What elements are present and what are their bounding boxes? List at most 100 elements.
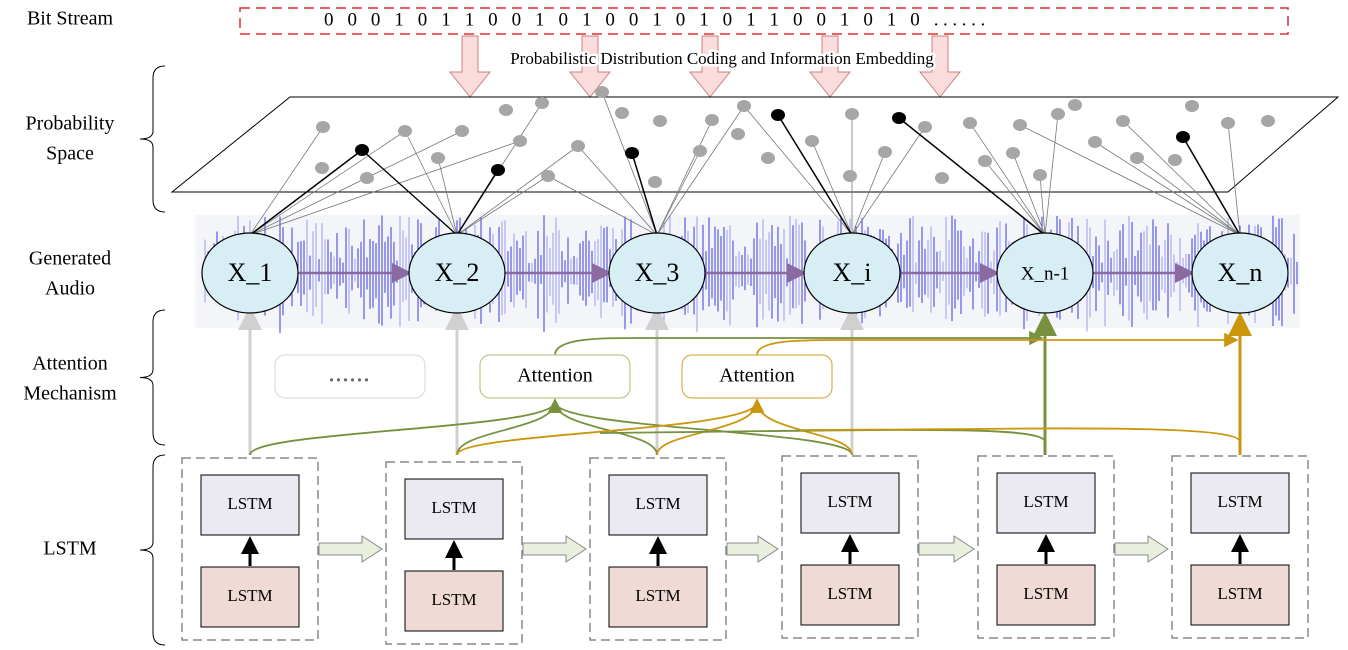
dot xyxy=(805,135,819,147)
link xyxy=(969,122,1046,236)
dot xyxy=(1006,147,1020,159)
embedding-arrows xyxy=(448,35,962,98)
block-arrow xyxy=(1114,535,1169,563)
dot-links xyxy=(249,91,1241,236)
dot-selected xyxy=(355,144,369,156)
dot xyxy=(761,152,775,164)
lstm-bottom xyxy=(608,566,708,628)
link xyxy=(1019,124,1241,236)
row-labels: Bit Stream Probability Space Generated Audio… xyxy=(23,8,166,646)
block-arrow xyxy=(918,535,975,563)
dot xyxy=(1261,115,1275,127)
dot xyxy=(978,155,992,167)
gold-curve xyxy=(756,332,1239,356)
link xyxy=(811,140,853,236)
node xyxy=(803,232,901,314)
row-label: Bit Stream xyxy=(27,8,114,30)
link xyxy=(984,160,1046,236)
dot xyxy=(398,125,412,137)
link xyxy=(656,105,745,236)
lstm-group xyxy=(977,455,1115,639)
link-strong xyxy=(456,169,499,236)
lstm-top xyxy=(1190,472,1290,534)
link xyxy=(437,157,458,236)
lstm-group xyxy=(385,461,523,645)
dot xyxy=(737,100,751,112)
link xyxy=(656,150,701,236)
lstm-label: LSTM xyxy=(1023,584,1068,603)
brace xyxy=(139,309,166,446)
attention-label: ...... xyxy=(329,365,371,387)
bit-stream-box xyxy=(239,7,1289,35)
dot xyxy=(535,97,549,109)
row-label: LSTM xyxy=(43,538,97,560)
dot-selected xyxy=(771,109,785,121)
dot xyxy=(1168,154,1182,166)
node-label: X_i xyxy=(833,258,872,287)
lstm-label: LSTM xyxy=(827,584,872,603)
lstm-label: LSTM xyxy=(827,492,872,511)
link xyxy=(456,175,549,236)
link xyxy=(547,175,658,236)
link xyxy=(743,105,853,236)
row-label: Attention xyxy=(32,353,108,375)
node xyxy=(201,232,299,314)
dot xyxy=(843,170,857,182)
lstm-label: LSTM xyxy=(635,586,680,605)
dot xyxy=(731,128,745,140)
attention-label: Attention xyxy=(719,365,795,387)
link xyxy=(249,130,406,236)
lstm-bottom xyxy=(200,566,300,628)
lstm-top xyxy=(200,474,300,536)
dot xyxy=(1130,152,1144,164)
dot xyxy=(315,162,329,174)
olive-curve xyxy=(554,330,1044,356)
node-label: X_2 xyxy=(435,258,480,287)
link-strong xyxy=(1182,136,1241,236)
lstm-top xyxy=(404,478,504,540)
brace xyxy=(139,65,166,213)
block-arrow xyxy=(522,535,587,563)
dot xyxy=(1068,99,1082,111)
lstm-label: LSTM xyxy=(635,494,680,513)
lstm-group xyxy=(1171,455,1309,639)
link-strong xyxy=(777,114,853,236)
gold-curve xyxy=(799,427,1241,452)
lstm-label: LSTM xyxy=(431,590,476,609)
node-label: X_n-1 xyxy=(1021,263,1070,284)
probability-dots xyxy=(315,86,1275,188)
link xyxy=(601,91,658,236)
gold-curve xyxy=(656,398,765,456)
dot xyxy=(571,140,585,152)
node-label: X_3 xyxy=(635,258,680,287)
dot xyxy=(1185,100,1199,112)
lstm-bottom xyxy=(1190,564,1290,626)
dot xyxy=(1013,119,1027,131)
lstm-groups: LSTM LSTM LSTM LSTM LSTM LSTM LSTM LSTM LSTM LSTM… xyxy=(181,455,1309,645)
dot xyxy=(1033,169,1047,181)
lstm-group xyxy=(181,457,319,641)
bit-stream: 0 0 0 1 0 1 1 0 0 1 0 1 0 0 1 0 1 0 1 1 … xyxy=(324,9,990,30)
lstm-label: LSTM xyxy=(1217,492,1262,511)
nodes: X_1 X_2 X_3 X_i X_n-1 X_n xyxy=(201,232,1289,314)
lstm-label: LSTM xyxy=(1023,492,1068,511)
lstm-top xyxy=(608,474,708,536)
flow-arrows xyxy=(238,263,1252,456)
lstm-top xyxy=(996,472,1096,534)
lstm-bottom xyxy=(996,564,1096,626)
link xyxy=(1039,174,1046,236)
gold-curve xyxy=(456,398,765,456)
lstm-bottom xyxy=(800,564,900,626)
dot xyxy=(316,121,330,133)
link-strong xyxy=(898,117,1046,236)
olive-curve xyxy=(599,429,1046,455)
dot xyxy=(1221,117,1235,129)
lstm-bottom xyxy=(404,570,504,632)
dot xyxy=(455,125,469,137)
link xyxy=(1227,122,1241,236)
link xyxy=(1012,152,1046,236)
lstm-group xyxy=(589,457,727,641)
embedding-label: Probabilistic Distribution Coding and In… xyxy=(510,49,934,68)
dot xyxy=(1088,136,1102,148)
link xyxy=(1044,113,1059,236)
